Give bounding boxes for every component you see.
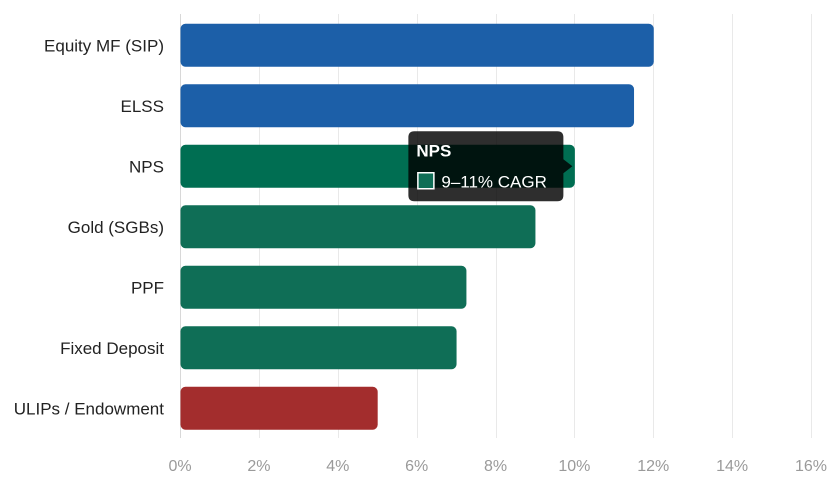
label-layer: Equity MF (SIP) ELSS NPS Gold (SGBs) PPF Fixe… xyxy=(14,36,165,418)
bar[interactable] xyxy=(180,326,457,370)
x-tick-label: 14% xyxy=(716,458,748,475)
bar[interactable] xyxy=(180,84,635,128)
category-label: Gold (SGBs) xyxy=(68,218,164,237)
bar-layer xyxy=(180,23,654,430)
bar[interactable] xyxy=(180,386,378,430)
bar[interactable] xyxy=(180,23,654,67)
bar[interactable] xyxy=(180,265,467,309)
x-tick-label: 12% xyxy=(637,458,669,475)
tooltip-value: 9–11% CAGR xyxy=(441,172,547,191)
tooltip-box xyxy=(408,131,573,202)
tooltip-swatch xyxy=(417,172,435,190)
category-label: ULIPs / Endowment xyxy=(14,399,165,418)
x-tick-label: 2% xyxy=(247,458,270,475)
category-label: Equity MF (SIP) xyxy=(44,36,164,55)
category-label: PPF xyxy=(131,278,164,297)
x-tick-label: 10% xyxy=(558,458,590,475)
x-tick-label: 4% xyxy=(326,458,349,475)
bar[interactable] xyxy=(180,205,536,249)
x-tick-label: 0% xyxy=(168,458,191,475)
category-label: NPS xyxy=(129,157,164,176)
category-label: ELSS xyxy=(121,97,164,116)
x-tick-label: 6% xyxy=(405,458,428,475)
tooltip-title: NPS xyxy=(416,141,451,160)
x-tick-label: 16% xyxy=(795,458,827,475)
category-label: Fixed Deposit xyxy=(60,339,164,358)
tooltip: NPS 9–11% CAGR xyxy=(408,131,573,202)
tick-layer: 0% 2% 4% 6% 8% 10% 12% 14% 16% xyxy=(168,458,827,475)
x-tick-label: 8% xyxy=(484,458,507,475)
